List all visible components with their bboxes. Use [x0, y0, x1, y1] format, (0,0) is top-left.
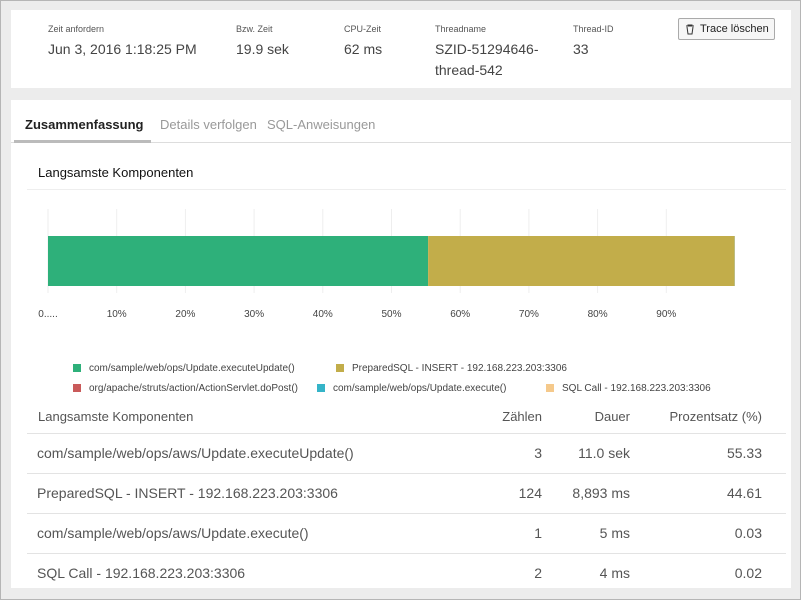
x-tick-label: 80% — [588, 309, 608, 320]
title-divider — [27, 189, 786, 190]
legend-item: com/sample/web/ops/Update.execute() — [317, 383, 506, 394]
table-cell: 44.61 — [726, 485, 762, 501]
legend-swatch — [73, 384, 81, 392]
legend-item: PreparedSQL - INSERT - 192.168.223.203:3… — [336, 363, 567, 374]
table-cell: 124 — [518, 485, 542, 501]
legend-item: org/apache/struts/action/ActionServlet.d… — [73, 383, 298, 394]
legend-item: SQL Call - 192.168.223.203:3306 — [546, 383, 711, 394]
table-cell: 1 — [534, 525, 542, 541]
legend-label: com/sample/web/ops/Update.executeUpdate(… — [89, 363, 295, 374]
thread-info-panel — [11, 10, 791, 88]
chart-title: Langsamste Komponenten — [38, 165, 194, 180]
table-cell: 4 ms — [599, 565, 630, 581]
x-tick-label: 50% — [381, 309, 401, 320]
active-tab-underline — [14, 140, 151, 143]
x-tick-label: 70% — [519, 309, 539, 320]
field-value: 19.9 sek — [236, 41, 289, 57]
row-separator — [27, 513, 786, 514]
table-cell: 3 — [534, 445, 542, 461]
table-cell: com/sample/web/ops/aws/Update.execute() — [37, 525, 309, 541]
table-cell: com/sample/web/ops/aws/Update.executeUpd… — [37, 445, 354, 461]
x-tick-label: 0..... — [38, 309, 57, 320]
column-header: Zählen — [502, 409, 542, 424]
legend-swatch — [546, 384, 554, 392]
table-cell: 8,893 ms — [572, 485, 630, 501]
button-label: Trace löschen — [700, 23, 769, 35]
field-value: Jun 3, 2016 1:18:25 PM — [48, 41, 197, 57]
x-tick-label: 40% — [313, 309, 333, 320]
tab[interactable]: Zusammenfassung — [25, 117, 144, 132]
bar-segment — [428, 236, 735, 286]
header-separator — [27, 433, 786, 434]
column-header: Dauer — [594, 409, 630, 424]
table-cell: 5 ms — [599, 525, 630, 541]
x-tick-label: 30% — [244, 309, 264, 320]
bar-segment — [48, 236, 429, 286]
column-header: Prozentsatz (%) — [669, 409, 762, 424]
legend-swatch — [73, 364, 81, 372]
legend-label: PreparedSQL - INSERT - 192.168.223.203:3… — [352, 363, 567, 374]
x-tick-label: 90% — [656, 309, 676, 320]
table-cell: 11.0 sek — [578, 445, 630, 461]
row-separator — [27, 553, 786, 554]
field-label: CPU-Zeit — [344, 24, 382, 34]
legend-swatch — [336, 364, 344, 372]
table-cell: 2 — [534, 565, 542, 581]
table-cell: PreparedSQL - INSERT - 192.168.223.203:3… — [37, 485, 338, 501]
table-cell: 0.03 — [734, 525, 762, 541]
x-tick-label: 20% — [175, 309, 195, 320]
field-value: SZID-51294646-thread-542 — [435, 41, 539, 78]
field-label: Zeit anfordern — [48, 24, 105, 34]
field-value: 62 ms — [344, 41, 383, 57]
legend-item: com/sample/web/ops/Update.executeUpdate(… — [73, 363, 295, 374]
chart: 0..... 10% 20% 30% 40% 50% 60% 70% 80% 90% — [38, 209, 735, 320]
tab[interactable]: SQL-Anweisungen — [267, 117, 376, 132]
field-label: Thread-ID — [573, 24, 614, 34]
x-tick-label: 10% — [107, 309, 127, 320]
delete-trace-button[interactable]: Trace löschen — [678, 18, 775, 40]
field-label: Threadname — [435, 24, 487, 34]
table-cell: 0.02 — [734, 565, 762, 581]
field-label: Bzw. Zeit — [236, 24, 273, 34]
legend-label: com/sample/web/ops/Update.execute() — [333, 383, 507, 394]
x-tick-label: 60% — [450, 309, 470, 320]
summary-panel — [11, 100, 791, 588]
table-cell: SQL Call - 192.168.223.203:3306 — [37, 565, 246, 581]
legend-label: org/apache/struts/action/ActionServlet.d… — [89, 383, 298, 394]
table-cell: 55.33 — [726, 445, 762, 461]
row-separator — [27, 473, 786, 474]
trash-icon — [686, 24, 694, 35]
tab-divider — [11, 142, 791, 143]
legend-swatch — [317, 384, 325, 392]
field-value: 33 — [573, 41, 589, 57]
legend-label: SQL Call - 192.168.223.203:3306 — [562, 383, 711, 394]
tab[interactable]: Details verfolgen — [160, 117, 257, 132]
column-header: Langsamste Komponenten — [38, 409, 194, 424]
